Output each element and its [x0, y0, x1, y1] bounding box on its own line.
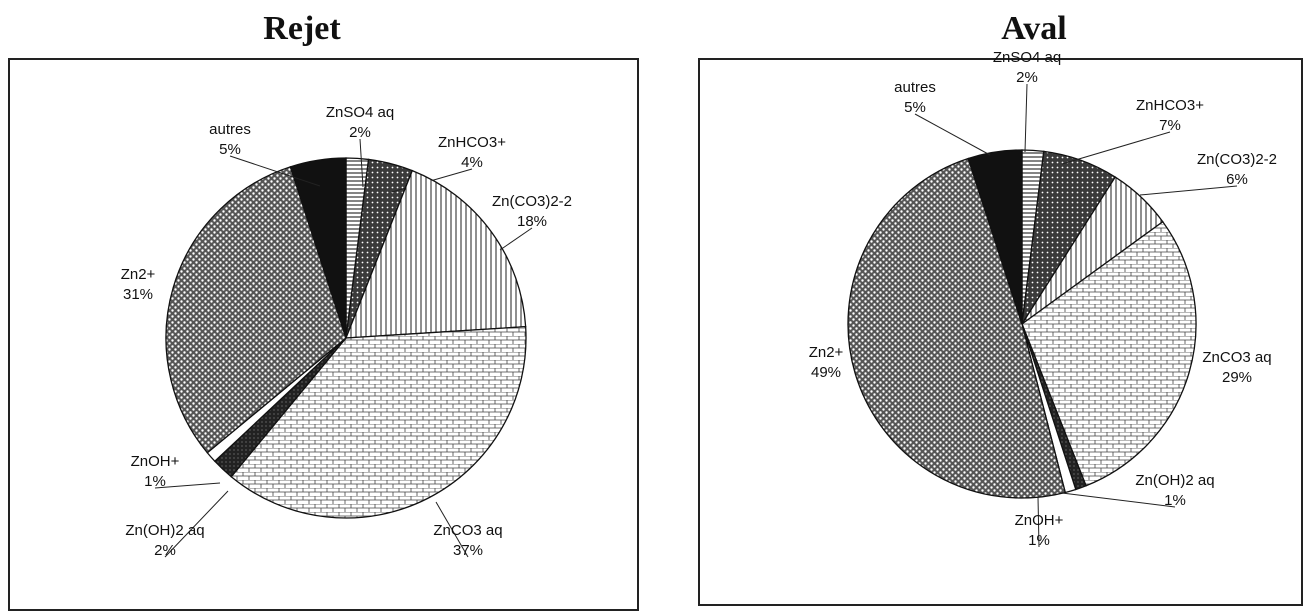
slice-label: ZnSO4 aq — [993, 49, 1061, 66]
slice-percent: 1% — [1028, 532, 1050, 549]
leader-line — [914, 113, 991, 156]
slice-percent: 49% — [811, 364, 841, 381]
leader-line — [1061, 131, 1171, 165]
leader-line — [435, 501, 469, 558]
pie-slice-zn2 — [165, 165, 347, 454]
slice-percent: 2% — [1016, 69, 1038, 86]
pie-aval: ZnSO4 aq 2% ZnHCO3+ 7% Zn(CO3)2-2 6% ZnCO3 aq 2… — [809, 49, 1277, 549]
leader-line — [164, 490, 229, 558]
slice-label: ZnHCO3+ — [1136, 97, 1204, 114]
chart-frame-rejet — [8, 58, 639, 611]
slice-percent: 29% — [1222, 369, 1252, 386]
slice-label: Zn(OH)2 aq — [1135, 472, 1214, 489]
slice-percent: 4% — [461, 154, 483, 171]
slice-label: Zn(OH)2 aq — [125, 522, 204, 539]
leader-line — [1139, 185, 1238, 196]
slice-label: Zn(CO3)2-2 — [1197, 151, 1277, 168]
slice-percent: 7% — [1159, 117, 1181, 134]
slice-label: ZnCO3 aq — [433, 522, 502, 539]
slice-label: ZnOH+ — [131, 453, 180, 470]
slice-label: Zn(CO3)2-2 — [492, 193, 572, 210]
leader-line — [1061, 492, 1176, 508]
pie-slice-autres — [289, 157, 347, 339]
pie-slice-znco3-aq — [230, 326, 527, 519]
slice-percent: 31% — [123, 286, 153, 303]
pie-rejet: ZnSO4 aq 2% ZnHCO3+ 4% Zn(CO3)2-2 18% ZnCO3 aq… — [121, 104, 572, 559]
slice-label: ZnCO3 aq — [1202, 349, 1271, 366]
slice-label: ZnOH+ — [1015, 512, 1064, 529]
slice-percent: 18% — [517, 213, 547, 230]
chart-title-aval: Aval — [1001, 10, 1067, 47]
slice-label: ZnHCO3+ — [438, 134, 506, 151]
slice-percent: 2% — [349, 124, 371, 141]
slice-label: Zn2+ — [809, 344, 844, 361]
slice-percent: 5% — [904, 99, 926, 116]
slice-percent: 6% — [1226, 171, 1248, 188]
slice-percent: 1% — [1164, 492, 1186, 509]
pie-slice-znco3-aq — [1021, 220, 1197, 487]
slice-percent: 2% — [154, 542, 176, 559]
slice-percent: 1% — [144, 473, 166, 490]
leader-line — [1037, 496, 1040, 548]
leader-line — [499, 227, 533, 251]
leader-line — [1024, 83, 1028, 153]
pie-slice-zn-co3-2-2 — [345, 169, 527, 339]
pie-slice-autres — [967, 149, 1023, 325]
slice-label: Zn2+ — [121, 266, 156, 283]
slice-label: ZnSO4 aq — [326, 104, 394, 121]
slice-label: autres — [209, 121, 251, 138]
slice-percent: 37% — [453, 542, 483, 559]
slice-percent: 5% — [219, 141, 241, 158]
leader-line — [154, 482, 221, 489]
leader-line — [359, 138, 364, 188]
slice-label: autres — [894, 79, 936, 96]
pie-slice-zn2 — [847, 157, 1067, 499]
chart-title-rejet: Rejet — [263, 10, 341, 47]
leader-line — [229, 155, 321, 187]
